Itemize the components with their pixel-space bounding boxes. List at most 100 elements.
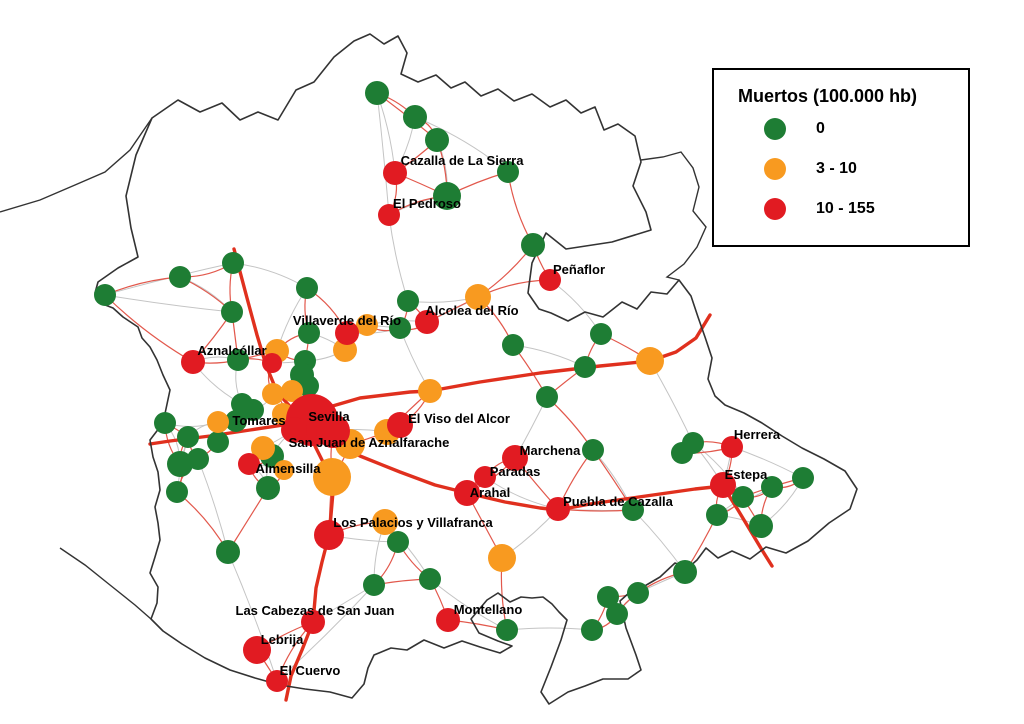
town-label: Montellano [454, 602, 523, 617]
town-dot-3-10 [488, 544, 516, 572]
town-label: El Viso del Alcor [408, 411, 510, 426]
town-label: Estepa [725, 467, 768, 482]
town-dot-10-155 [266, 670, 288, 692]
town-dot-zero [221, 301, 243, 323]
town-dot-zero [597, 586, 619, 608]
town-label: Paradas [490, 464, 541, 479]
town-label: Almensilla [255, 461, 321, 476]
town-dot-zero [574, 356, 596, 378]
municipal-boundary-line [104, 294, 233, 313]
town-dot-zero [225, 410, 247, 432]
town-dot-zero [732, 486, 754, 508]
municipal-boundary-line [276, 584, 375, 682]
town-dot-3-10 [274, 460, 294, 480]
town-label: Puebla de Cazalla [563, 494, 674, 509]
town-dot-zero [166, 481, 188, 503]
town-dot-zero [227, 349, 249, 371]
town-dot-3-10 [281, 380, 303, 402]
town-dot-zero [177, 426, 199, 448]
town-dot-zero [363, 574, 385, 596]
town-label: El Pedroso [393, 196, 461, 211]
town-dot-zero [433, 182, 461, 210]
town-label: Las Cabezas de San Juan [236, 603, 395, 618]
legend-swatch-orange [764, 158, 786, 180]
town-dot-zero [425, 128, 449, 152]
town-dot-10-155 [314, 520, 344, 550]
town-dot-zero [207, 431, 229, 453]
town-dot-zero [167, 451, 193, 477]
town-dot-zero [187, 448, 209, 470]
town-label: Tomares [232, 413, 285, 428]
town-dot-zero [673, 560, 697, 584]
town-dot-10-155 [301, 610, 325, 634]
town-dot-10-155 [502, 445, 528, 471]
legend-item: 3 - 10 [764, 149, 968, 189]
town-dot-zero [94, 284, 116, 306]
town-label: Lebrija [261, 632, 304, 647]
town-dot-10-155 [262, 353, 282, 373]
town-label: Herrera [734, 427, 781, 442]
town-dot-zero [496, 619, 518, 641]
town-label: Villaverde del Río [293, 313, 401, 328]
legend-item-label: 10 - 155 [816, 200, 875, 217]
town-dot-10-155 [454, 480, 480, 506]
town-dot-10-155 [539, 269, 561, 291]
highway-line [310, 313, 712, 414]
town-dot-10-155 [721, 436, 743, 458]
neighbour-boundary [640, 151, 707, 281]
town-dot-10-155 [243, 636, 271, 664]
town-dot-zero [536, 386, 558, 408]
town-label: Marchena [520, 443, 581, 458]
town-dot-zero [622, 499, 644, 521]
town-dot-zero [387, 531, 409, 553]
neighbour-boundary [0, 117, 153, 213]
town-dot-10-155 [436, 608, 460, 632]
town-dot-zero [397, 290, 419, 312]
town-dot-10-155 [415, 310, 439, 334]
town-dot-10-155 [316, 414, 350, 448]
town-dot-zero [761, 476, 783, 498]
town-dot-10-155 [474, 466, 496, 488]
town-dot-3-10 [465, 284, 491, 310]
town-dot-3-10 [313, 458, 351, 496]
municipal-boundary-line [227, 551, 278, 682]
town-dot-zero [365, 81, 389, 105]
town-dot-10-155 [378, 204, 400, 226]
town-label: Peñaflor [553, 262, 605, 277]
town-dot-10-155 [387, 412, 413, 438]
town-dot-zero [216, 540, 240, 564]
legend-swatch-green [764, 118, 786, 140]
town-dot-zero [627, 582, 649, 604]
town-dot-zero [521, 233, 545, 257]
legend-items: 0 3 - 10 10 - 155 [738, 109, 968, 229]
town-dot-zero [222, 252, 244, 274]
highway-line [320, 436, 774, 568]
town-dot-zero [389, 317, 411, 339]
town-dot-zero [154, 412, 176, 434]
town-dot-3-10 [372, 509, 398, 535]
town-dot-3-10 [207, 411, 229, 433]
town-dot-zero [256, 476, 280, 500]
town-dot-zero [792, 467, 814, 489]
town-label: Los Palacios y Villafranca [333, 515, 493, 530]
town-label: Sevilla [308, 409, 350, 424]
town-dot-zero [231, 393, 253, 415]
town-dot-3-10 [356, 314, 378, 336]
town-dot-zero [298, 322, 320, 344]
province-boundary [94, 33, 858, 705]
town-dot-10-155 [181, 350, 205, 374]
municipal-boundary-line [376, 92, 390, 216]
town-dot-10-155 [383, 161, 407, 185]
town-dot-zero [497, 161, 519, 183]
town-dot-10-155 [281, 417, 307, 443]
legend-item-label: 3 - 10 [816, 160, 857, 177]
town-dot-3-10 [636, 347, 664, 375]
town-dot-3-10 [418, 379, 442, 403]
town-dot-zero [749, 514, 773, 538]
legend-swatch-red [764, 198, 786, 220]
legend: Muertos (100.000 hb) 0 3 - 10 10 - 155 [712, 68, 970, 247]
town-dot-zero [606, 603, 628, 625]
town-dot-zero [403, 105, 427, 129]
